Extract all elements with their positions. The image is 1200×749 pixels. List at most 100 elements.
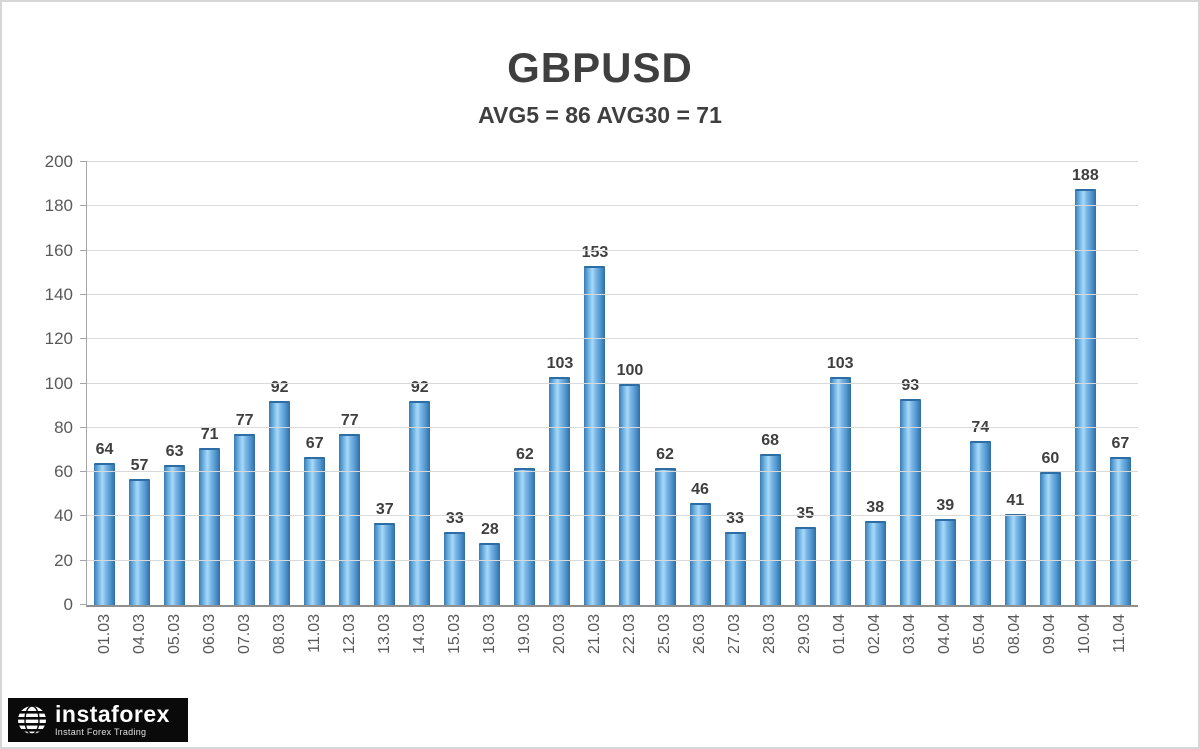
bar-value-label: 77: [235, 412, 254, 430]
x-axis-label: 20.03: [550, 614, 568, 655]
x-axis-label-area: 02.04: [858, 605, 893, 691]
x-axis-label-area: 20.03: [542, 605, 577, 691]
bar: [374, 523, 396, 605]
bar: [444, 531, 466, 605]
x-axis-label-area: 04.04: [928, 605, 963, 691]
gridline: [87, 249, 1138, 251]
bar: [689, 503, 711, 605]
bar: [584, 266, 606, 605]
y-axis-tick: [80, 426, 87, 428]
y-axis-tick-label: 100: [44, 373, 73, 393]
plot-area: 64 01.03 57 04.03 63 05.03 71 06.03 77 07.03 92 08.…: [45, 152, 1138, 654]
bar-value-label: 63: [165, 443, 184, 461]
bar-slot: 77 12.03: [332, 162, 367, 654]
x-axis-label-area: 10.04: [1068, 605, 1103, 691]
bar-value-label: 67: [1111, 434, 1130, 452]
x-axis-label-area: 03.04: [893, 605, 928, 691]
bar-slot: 74 05.04: [963, 162, 998, 654]
x-axis-label-area: 14.03: [402, 605, 437, 691]
bar-slot: 93 03.04: [893, 162, 928, 654]
x-axis-label: 09.04: [1041, 614, 1059, 655]
bar-value-label: 103: [826, 354, 854, 372]
gridline: [87, 426, 1138, 428]
bar-slot: 67 11.04: [1103, 162, 1138, 653]
bar-slot: 38 02.04: [858, 162, 893, 654]
x-axis-label: 28.03: [761, 614, 779, 655]
bar-value-label: 93: [901, 377, 920, 395]
bar-value-label: 64: [95, 441, 114, 459]
bar-slot: 33 27.03: [718, 162, 753, 654]
chart-title: GBPUSD: [507, 44, 693, 91]
bar: [304, 456, 326, 605]
bar: [94, 463, 116, 605]
bar-value-label: 60: [1041, 450, 1060, 468]
x-axis-label: 04.03: [130, 614, 148, 655]
gridline: [87, 293, 1138, 295]
y-axis-tick-label: 140: [44, 284, 73, 304]
x-axis-label-area: 06.03: [192, 605, 227, 691]
bar-slot: 92 14.03: [402, 162, 437, 654]
bar-slot: 71 06.03: [192, 162, 227, 654]
bar: [934, 518, 956, 605]
bar-slot: 92 08.03: [262, 162, 297, 654]
x-axis-label-area: 12.03: [332, 605, 367, 691]
bar: [514, 467, 536, 605]
bar-value-label: 71: [200, 425, 219, 443]
bar: [654, 467, 676, 605]
bar: [549, 376, 571, 605]
y-axis-tick: [80, 471, 87, 473]
y-axis-tick: [80, 293, 87, 295]
logo-name: instaforex: [55, 701, 170, 727]
x-axis-label-area: 01.03: [87, 605, 122, 691]
bar-slot: 67 11.03: [297, 162, 332, 653]
gridline: [87, 559, 1138, 561]
x-axis-label-area: 19.03: [507, 605, 542, 691]
bar-slot: 64 01.03: [87, 162, 122, 654]
x-axis-label: 06.03: [200, 614, 218, 655]
x-axis-label: 02.04: [866, 614, 884, 655]
bar: [234, 434, 256, 605]
bar-slot: 57 04.03: [122, 162, 157, 654]
bar-value-label: 28: [480, 520, 499, 538]
bar-slot: 33 15.03: [437, 162, 472, 654]
x-axis-label-area: 25.03: [648, 605, 683, 691]
x-axis-label-area: 29.03: [788, 605, 823, 691]
x-axis-label: 15.03: [445, 614, 463, 655]
x-axis-label-area: 15.03: [437, 605, 472, 691]
x-axis-label: 07.03: [235, 614, 253, 655]
y-axis-tick-label: 60: [54, 462, 73, 482]
bar-slot: 77 07.03: [227, 162, 262, 654]
y-axis-tick-label: 40: [54, 506, 73, 526]
bars-container: 64 01.03 57 04.03 63 05.03 71 06.03 77 07.03 92 08.…: [87, 162, 1138, 654]
bar-slot: 35 29.03: [788, 162, 823, 654]
gridline: [87, 515, 1138, 517]
bar: [1109, 456, 1131, 605]
x-axis-label: 05.04: [971, 614, 989, 655]
gridline: [87, 161, 1138, 162]
y-axis-tick-label: 120: [44, 329, 73, 349]
x-axis-label-area: 11.04: [1103, 605, 1138, 691]
bar: [969, 441, 991, 605]
x-axis-label-area: 27.03: [718, 605, 753, 691]
y-axis-tick: [80, 382, 87, 384]
bar-slot: 39 04.04: [928, 162, 963, 654]
bar: [1074, 188, 1096, 605]
bar: [409, 401, 431, 605]
bar-slot: 63 05.03: [157, 162, 192, 654]
bar-slot: 62 19.03: [507, 162, 542, 654]
y-axis-tick: [80, 338, 87, 340]
bar-value-label: 37: [375, 501, 394, 519]
bar-value-label: 100: [616, 361, 644, 379]
bar: [479, 542, 501, 605]
bar: [899, 399, 921, 605]
bar-value-label: 103: [546, 354, 574, 372]
x-axis-label: 01.03: [95, 614, 113, 655]
bar-value-label: 188: [1072, 166, 1099, 184]
bar-value-label: 153: [581, 244, 609, 262]
bar-value-label: 74: [971, 419, 990, 437]
bar-value-label: 57: [130, 456, 149, 474]
x-axis-label: 11.03: [305, 614, 323, 653]
x-axis-label-area: 05.04: [963, 605, 998, 691]
x-axis-label: 01.04: [831, 614, 849, 655]
